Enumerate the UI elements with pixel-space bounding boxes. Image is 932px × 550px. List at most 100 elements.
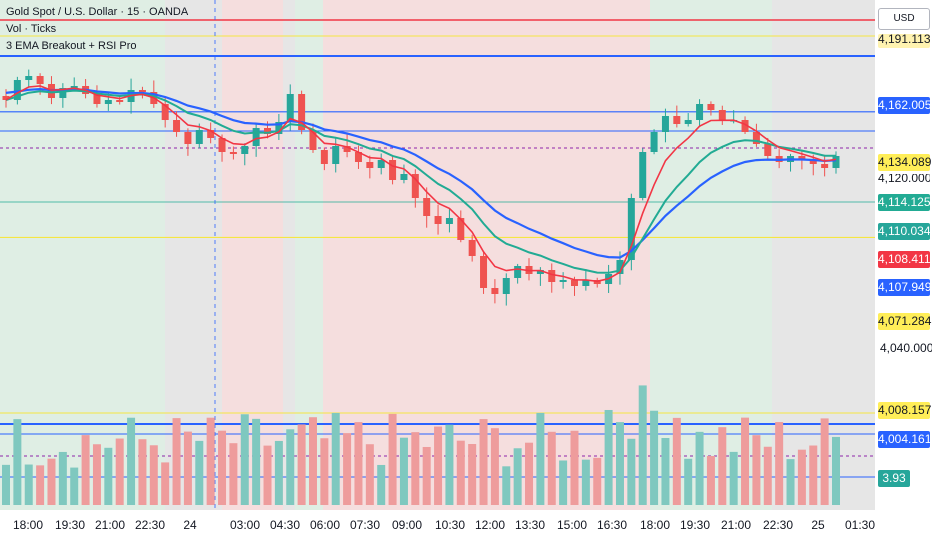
candle-35 bbox=[400, 174, 408, 180]
candle-16 bbox=[184, 132, 192, 144]
price-label-4114: 4,114.125 bbox=[878, 194, 931, 211]
time-tick-label: 13:30 bbox=[514, 518, 546, 532]
volume-bar-45 bbox=[513, 448, 522, 505]
ema-indicator-label[interactable]: 3 EMA Breakout + RSI Pro bbox=[6, 40, 137, 52]
symbol-title: Gold Spot / U.S. Dollar · 15 · OANDA bbox=[6, 6, 189, 18]
volume-bar-55 bbox=[627, 438, 636, 505]
candle-59 bbox=[673, 116, 681, 124]
time-tick-label: 12:00 bbox=[474, 518, 506, 532]
volume-bar-1 bbox=[13, 419, 22, 505]
ema-fast-line bbox=[5, 85, 837, 283]
volume-bar-11 bbox=[127, 417, 136, 505]
volume-bar-59 bbox=[672, 417, 681, 505]
candle-30 bbox=[343, 146, 351, 152]
volume-bar-67 bbox=[763, 446, 772, 505]
candle-65 bbox=[741, 120, 749, 132]
volume-bar-37 bbox=[422, 446, 431, 505]
candle-2 bbox=[25, 76, 33, 80]
candle-26 bbox=[298, 94, 306, 130]
time-tick-label: 24 bbox=[183, 518, 197, 532]
time-tick-label: 22:30 bbox=[762, 518, 794, 532]
volume-bar-0 bbox=[2, 464, 10, 505]
volume-bar-34 bbox=[388, 413, 397, 505]
volume-bar-73 bbox=[832, 436, 840, 505]
candle-12 bbox=[138, 90, 146, 92]
volume-last-label: 3.93 K bbox=[878, 470, 910, 502]
volume-bar-64 bbox=[729, 451, 738, 505]
candle-14 bbox=[161, 104, 169, 120]
time-tick-label: 18:00 bbox=[12, 518, 44, 532]
price-label-4134: 4,134.089 bbox=[878, 154, 932, 171]
volume-bar-70 bbox=[797, 449, 806, 505]
price-label-4162: 4,162.005 bbox=[878, 97, 932, 114]
time-tick-label: 18:00 bbox=[639, 518, 671, 532]
candle-22 bbox=[252, 128, 260, 146]
volume-bar-58 bbox=[661, 437, 670, 505]
volume-bar-41 bbox=[468, 443, 477, 505]
candle-0 bbox=[2, 96, 10, 100]
candle-28 bbox=[320, 150, 328, 164]
volume-bar-24 bbox=[274, 440, 283, 505]
candle-39 bbox=[445, 218, 453, 224]
candle-57 bbox=[650, 132, 658, 152]
volume-bar-48 bbox=[547, 431, 556, 505]
volume-bar-49 bbox=[559, 460, 568, 505]
volume-bar-46 bbox=[525, 442, 534, 505]
candle-37 bbox=[423, 198, 431, 216]
volume-bar-65 bbox=[741, 417, 750, 505]
volume-bar-14 bbox=[161, 462, 170, 505]
candle-29 bbox=[332, 146, 340, 164]
candle-66 bbox=[752, 132, 760, 144]
volume-bar-20 bbox=[229, 443, 238, 505]
time-tick-label: 07:30 bbox=[349, 518, 381, 532]
candle-51 bbox=[582, 280, 590, 286]
candle-73 bbox=[832, 156, 840, 168]
volume-bar-16 bbox=[183, 431, 192, 505]
time-tick-label: 25 bbox=[811, 518, 825, 532]
candle-54 bbox=[616, 260, 624, 274]
volume-bar-12 bbox=[138, 439, 147, 505]
candle-55 bbox=[627, 198, 635, 260]
volume-bar-28 bbox=[320, 438, 329, 505]
volume-bar-71 bbox=[809, 445, 818, 505]
time-tick-label: 15:00 bbox=[556, 518, 588, 532]
candle-20 bbox=[229, 152, 237, 154]
currency-button[interactable]: USD bbox=[878, 8, 930, 30]
candle-63 bbox=[718, 110, 726, 120]
candle-23 bbox=[264, 128, 272, 134]
price-label-partial-mid: 4,120.000 bbox=[878, 174, 930, 186]
volume-bar-7 bbox=[81, 435, 90, 505]
candle-36 bbox=[411, 174, 419, 198]
candle-8 bbox=[93, 94, 101, 104]
candle-48 bbox=[548, 270, 556, 282]
volume-bar-18 bbox=[206, 417, 215, 505]
time-tick-label: 19:30 bbox=[679, 518, 711, 532]
candle-18 bbox=[207, 130, 215, 138]
volume-indicator-label[interactable]: Vol · Ticks bbox=[6, 23, 57, 35]
time-tick-label: 04:30 bbox=[269, 518, 301, 532]
candle-17 bbox=[195, 130, 203, 144]
volume-bar-22 bbox=[252, 418, 261, 505]
candle-62 bbox=[707, 104, 715, 110]
volume-bar-57 bbox=[650, 410, 659, 505]
price-label-4071: 4,071.284 bbox=[878, 313, 932, 330]
candle-72 bbox=[821, 164, 829, 168]
candle-41 bbox=[468, 240, 476, 256]
candle-15 bbox=[173, 120, 181, 132]
volume-bar-69 bbox=[786, 459, 795, 505]
volume-bar-43 bbox=[490, 428, 499, 505]
candle-60 bbox=[684, 120, 692, 124]
price-label-4004: 4,004.161 bbox=[878, 431, 932, 448]
candle-21 bbox=[241, 146, 249, 154]
candle-42 bbox=[480, 256, 488, 288]
time-tick-label: 03:00 bbox=[229, 518, 261, 532]
candle-56 bbox=[639, 152, 647, 198]
volume-bar-30 bbox=[343, 433, 352, 505]
candle-71 bbox=[809, 160, 817, 164]
volume-bar-53 bbox=[604, 409, 613, 505]
volume-bar-68 bbox=[775, 422, 784, 505]
volume-bar-17 bbox=[195, 440, 204, 505]
volume-bar-21 bbox=[240, 414, 249, 505]
